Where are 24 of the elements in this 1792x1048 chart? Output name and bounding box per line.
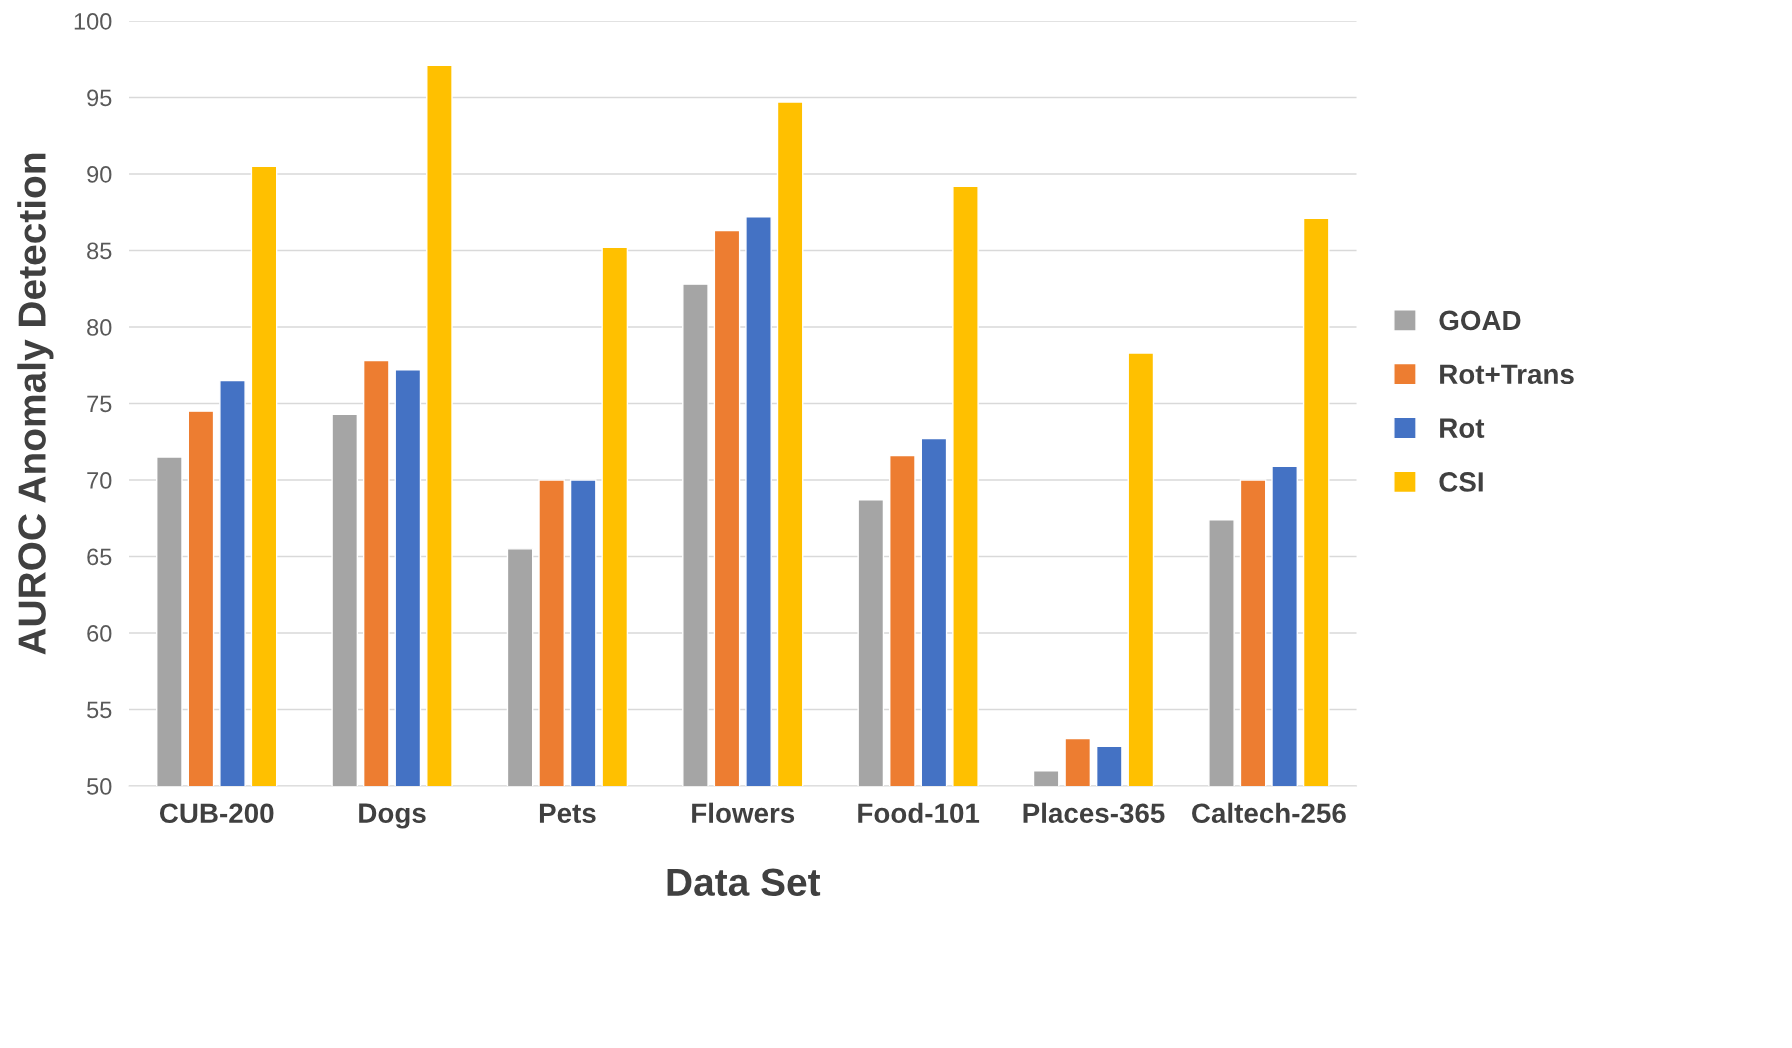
x-axis-title: Data Set: [667, 868, 821, 897]
legend-label: Rot: [1440, 418, 1485, 438]
legend-label: GOAD: [1439, 310, 1521, 331]
x-tick-label: Pets: [539, 803, 596, 824]
x-tick-label: Dogs: [359, 803, 426, 829]
y-axis-title: AUROC Anomaly Detection: [17, 153, 54, 655]
x-tick-label: Places-365: [1023, 802, 1165, 824]
y-tick-label: 55: [87, 701, 112, 719]
y-tick-label: 75: [87, 395, 112, 413]
x-tick-label: Flowers: [692, 802, 795, 824]
x-tick-label: CUB-200: [159, 803, 274, 824]
y-tick-label: 65: [87, 548, 112, 566]
y-tick-label: 50: [87, 778, 112, 795]
x-tick-label: Caltech-256: [1192, 802, 1346, 824]
y-tick-label: 95: [87, 89, 112, 107]
x-tick-label: Food-101: [858, 802, 980, 824]
y-tick-label: 100: [74, 13, 112, 30]
y-tick-label: 60: [87, 625, 112, 642]
y-tick-label: 70: [87, 472, 112, 489]
y-tick-label: 80: [87, 319, 112, 336]
legend-label: Rot+Trans: [1440, 364, 1574, 385]
y-tick-label: 85: [87, 242, 112, 260]
legend-label: CSI: [1439, 472, 1483, 492]
y-tick-label: 90: [87, 166, 112, 183]
